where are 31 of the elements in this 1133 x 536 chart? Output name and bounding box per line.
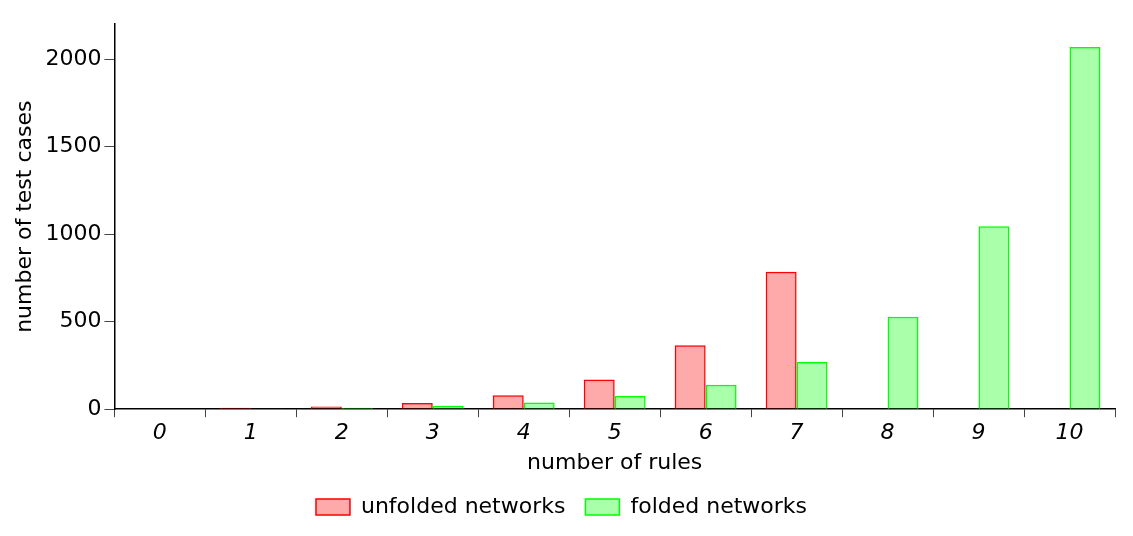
bar xyxy=(583,379,615,409)
x-tick-label: 3 xyxy=(425,419,440,445)
y-tick-label: 500 xyxy=(59,307,102,333)
bar xyxy=(887,316,919,409)
bar xyxy=(978,226,1010,409)
x-tick-label: 7 xyxy=(789,419,804,445)
bar xyxy=(674,345,706,409)
x-tick-label: 6 xyxy=(698,419,713,445)
x-tick-label: 4 xyxy=(516,419,531,445)
x-axis-title: number of rules xyxy=(527,448,703,474)
legend-label: unfolded networks xyxy=(360,492,566,518)
x-tick-label: 8 xyxy=(880,419,895,445)
y-tick-label: 2000 xyxy=(45,44,102,70)
bar xyxy=(705,384,737,409)
bar xyxy=(765,271,797,409)
bar xyxy=(796,361,828,409)
y-axis-title: number of test cases xyxy=(10,100,36,333)
x-tick-label: 9 xyxy=(971,419,986,445)
x-tick-label: 10 xyxy=(1055,419,1084,445)
bar xyxy=(492,395,524,409)
x-tick-label: 0 xyxy=(152,419,167,445)
bar xyxy=(614,396,646,409)
x-tick-label: 2 xyxy=(334,419,349,445)
y-tick-label: 1500 xyxy=(45,132,102,158)
bar xyxy=(401,402,433,409)
x-tick-label: 5 xyxy=(607,419,622,445)
legend-label: folded networks xyxy=(630,492,808,518)
y-tick-label: 1000 xyxy=(45,219,102,245)
y-tick-label: 0 xyxy=(87,394,102,420)
x-tick-label: 1 xyxy=(243,419,258,445)
bar xyxy=(1069,46,1101,409)
